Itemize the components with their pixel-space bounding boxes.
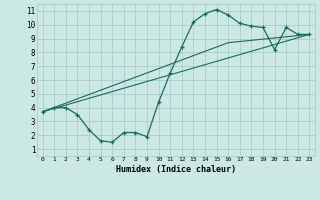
X-axis label: Humidex (Indice chaleur): Humidex (Indice chaleur)	[116, 165, 236, 174]
